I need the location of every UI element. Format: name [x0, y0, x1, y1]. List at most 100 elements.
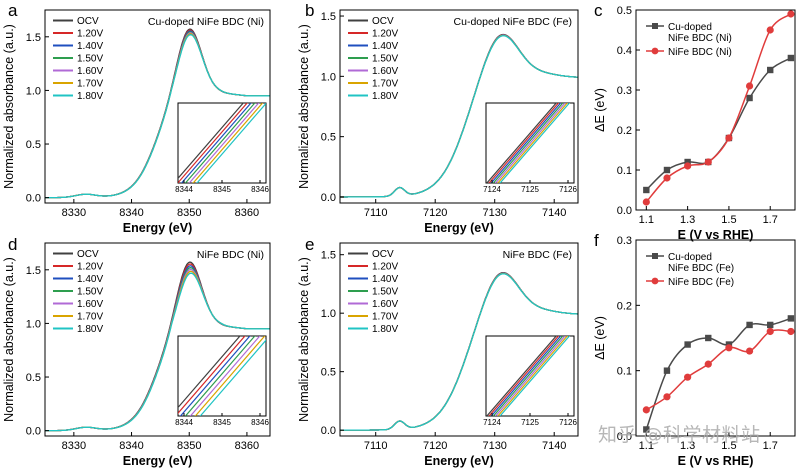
panel-e-legend-label: 1.60V: [372, 299, 398, 310]
panel-f-circle-marker: [704, 360, 712, 368]
panel-a-xtick-label: 8340: [119, 207, 143, 219]
panel-b-xtick-label: 7110: [364, 207, 388, 219]
panel-a-xtick-label: 8360: [235, 207, 259, 219]
panel-b-inset-series: [494, 103, 566, 183]
panel-f-circle-marker: [766, 327, 774, 336]
panel-d-ytick-label: 1.5: [26, 265, 41, 277]
panel-a-inset-series: [178, 103, 245, 180]
panel-c-legend-marker: [652, 23, 658, 29]
panel-d-inset-xtick-label: 8346: [251, 418, 269, 427]
panel-d-series-lines: [45, 261, 270, 432]
panel-c-circle-marker: [766, 26, 774, 34]
panel-d-legend-label: OCV: [77, 249, 99, 260]
panel-d-title: NiFe BDC (Ni): [197, 249, 264, 261]
panel-e-inset-series: [486, 336, 557, 416]
panel-d-inset: 8344 8345 8346: [175, 335, 269, 427]
panel-d-inset-series: [178, 336, 246, 415]
panel-a-series-lines: [45, 28, 270, 199]
panel-b-ytick-label: 0.0: [321, 192, 336, 204]
panel-f-xtick-label: 1.3: [680, 440, 695, 452]
panel-f-circle-marker: [745, 347, 754, 355]
panel-f-circle-marker: [684, 373, 692, 381]
panel-c-legend-label: Cu-doped NiFe BDC (Ni): [668, 22, 732, 44]
panel-a-inset-series: [192, 103, 264, 183]
panel-a-inset-series: [188, 103, 260, 183]
panel-b-legend-label: 1.70V: [372, 79, 398, 90]
panel-c-ytick-label: 0.3: [617, 85, 632, 97]
panel-d-inset-series: [179, 336, 251, 416]
panel-e-inset-xtick-label: 7126: [559, 418, 577, 427]
panel-e-ytick-label: 0.0: [321, 425, 336, 437]
panel-c-ytick-label: 0.1: [617, 165, 632, 177]
panel-c-panel-label: c: [594, 1, 603, 20]
panel-d-legend-label: 1.80V: [77, 324, 103, 335]
panel-b-inset-xtick-label: 7126: [559, 185, 577, 194]
panel-d-legend-label: 1.60V: [77, 299, 103, 310]
panel-c-xtick-label: 1.7: [763, 214, 778, 226]
panel-c-square-marker: [746, 94, 753, 102]
panel-c-square-marker: [787, 54, 795, 62]
panel-f-ytick-label: 0.3: [617, 235, 632, 247]
panel-e-inset-series: [499, 336, 571, 416]
panel-d-inset-series: [194, 336, 266, 416]
panel-c-circle-marker: [787, 10, 795, 18]
panel-e-inset-series: [488, 336, 560, 416]
panel-c-circle-marker: [745, 82, 754, 90]
panel-d-ytick-label: 0.5: [26, 372, 41, 384]
panel-c-circle-marker: [704, 158, 712, 166]
panel-d-ytick-label: 1.0: [26, 318, 41, 330]
panel-a-xlabel: Energy (eV): [123, 221, 192, 235]
panel-a-xtick-label: 8350: [177, 207, 201, 219]
panel-d-panel-label: d: [8, 235, 17, 254]
panel-b-inset-series: [490, 103, 562, 183]
panel-e-inset-series: [497, 336, 568, 416]
panel-c-circle-marker: [642, 198, 650, 206]
panel-b-legend-label: 1.20V: [372, 29, 398, 40]
panel-c-circle-marker: [663, 174, 671, 182]
panel-f-circle-marker: [787, 327, 795, 336]
panel-a-legend-label: 1.70V: [77, 79, 103, 90]
panel-d-series-180v: [45, 272, 270, 432]
panel-b-series-180v: [340, 35, 578, 198]
panel-b-ytick-label: 1.5: [321, 11, 336, 23]
panel-d-plot-frame: [44, 242, 271, 437]
panel-a-inset-series: [178, 103, 248, 183]
panel-c-xlabel: E (V vs RHE): [678, 228, 754, 242]
panel-c-legend-marker: [651, 47, 659, 55]
panel-e-inset-series: [494, 336, 566, 416]
panel-a-series-180v: [45, 34, 270, 199]
panel-b-series-lines: [340, 33, 578, 198]
panel-b-xtick-label: 7140: [542, 207, 566, 219]
panel-f-legend-marker: [651, 277, 659, 285]
panel-f-xlabel: E (V vs RHE): [678, 454, 754, 468]
panel-d-inset-series: [184, 336, 256, 416]
panel-e-ytick-label: 0.5: [321, 367, 336, 379]
panel-e-legend-label: OCV: [372, 249, 394, 260]
panel-f-ylabel: ΔE (eV): [593, 316, 607, 360]
panel-d-ytick-label: 0.0: [26, 426, 41, 438]
panel-b-legend-label: 1.50V: [372, 54, 398, 65]
panel-f-xtick-label: 1.5: [721, 440, 736, 452]
panel-a-legend-label: 1.60V: [77, 66, 103, 77]
panel-d-inset-xtick-label: 8345: [213, 418, 231, 427]
panel-b-legend-label: 1.80V: [372, 91, 398, 102]
panel-e-xtick-label: 7120: [423, 440, 447, 452]
panel-c: Cu-doped NiFe BDC (Ni) NiFe BDC (Ni) 1.1 1.3…: [593, 1, 796, 242]
panel-a-ytick-label: 0.5: [26, 139, 41, 151]
panel-f-series-0-line: [645, 317, 792, 430]
panel-e-inset: 7124 7125 7126: [483, 335, 577, 427]
panel-e-ytick-label: 1.5: [321, 250, 336, 262]
panel-b-ylabel: Normalized absorbance (a.u.): [297, 24, 311, 189]
watermark: 知乎 @科学材料站: [598, 424, 761, 446]
panel-b-inset-series: [488, 103, 560, 183]
panel-f-square-marker: [787, 315, 795, 322]
panel-b-inset-series: [497, 103, 568, 183]
panel-a-ytick-label: 1.5: [26, 32, 41, 44]
panel-a-inset-xtick-label: 8345: [213, 185, 231, 194]
panel-c-ytick-label: 0.4: [617, 45, 632, 57]
panel-b-panel-label: b: [305, 1, 314, 20]
